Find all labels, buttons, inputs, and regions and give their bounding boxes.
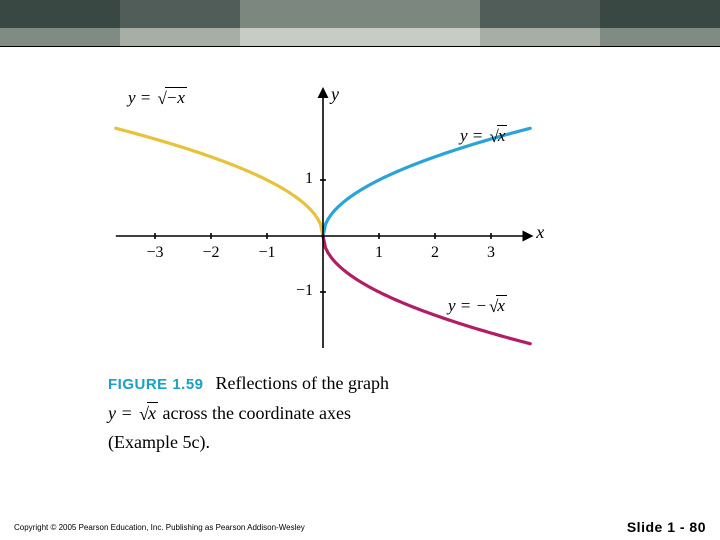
caption-line2: across the coordinate axes [158, 403, 351, 423]
footer: Copyright © 2005 Pearson Education, Inc.… [0, 514, 720, 540]
x-tick-label: 2 [423, 244, 447, 262]
chart: −3−2−1123−11xyy = xy = −xy = −x [108, 66, 538, 351]
caption-line1: Reflections of the graph [216, 373, 389, 393]
y-axis-label: y [331, 84, 339, 105]
slide-number: Slide 1 - 80 [627, 519, 706, 535]
copyright-text: Copyright © 2005 Pearson Education, Inc.… [14, 523, 305, 532]
figure-tag: FIGURE 1.59 [108, 376, 204, 393]
x-tick-label: −2 [199, 244, 223, 262]
caption-line3: (Example 5c). [108, 432, 210, 452]
x-tick-label: −3 [143, 244, 167, 262]
y-tick-label: 1 [305, 170, 313, 188]
figure-block: −3−2−1123−11xyy = xy = −xy = −x FIGURE 1… [108, 66, 538, 458]
y-tick-label: −1 [296, 282, 313, 300]
slide: −3 −2 −1 1 2 3 −1 1 x y y = x y = −x y = −x FIGURE 1… [0, 0, 720, 540]
caption-expression: y = x [108, 403, 158, 423]
x-tick-label: −1 [255, 244, 279, 262]
title-band [0, 0, 720, 47]
x-tick-label: 3 [479, 244, 503, 262]
x-axis-label: x [536, 222, 544, 243]
curve-label: y = −x [448, 296, 507, 316]
curve-label: y = −x [128, 88, 187, 108]
x-tick-label: 1 [367, 244, 391, 262]
figure-caption: FIGURE 1.59 Reflections of the graph y = … [108, 369, 538, 458]
curve-label: y = x [460, 126, 507, 146]
